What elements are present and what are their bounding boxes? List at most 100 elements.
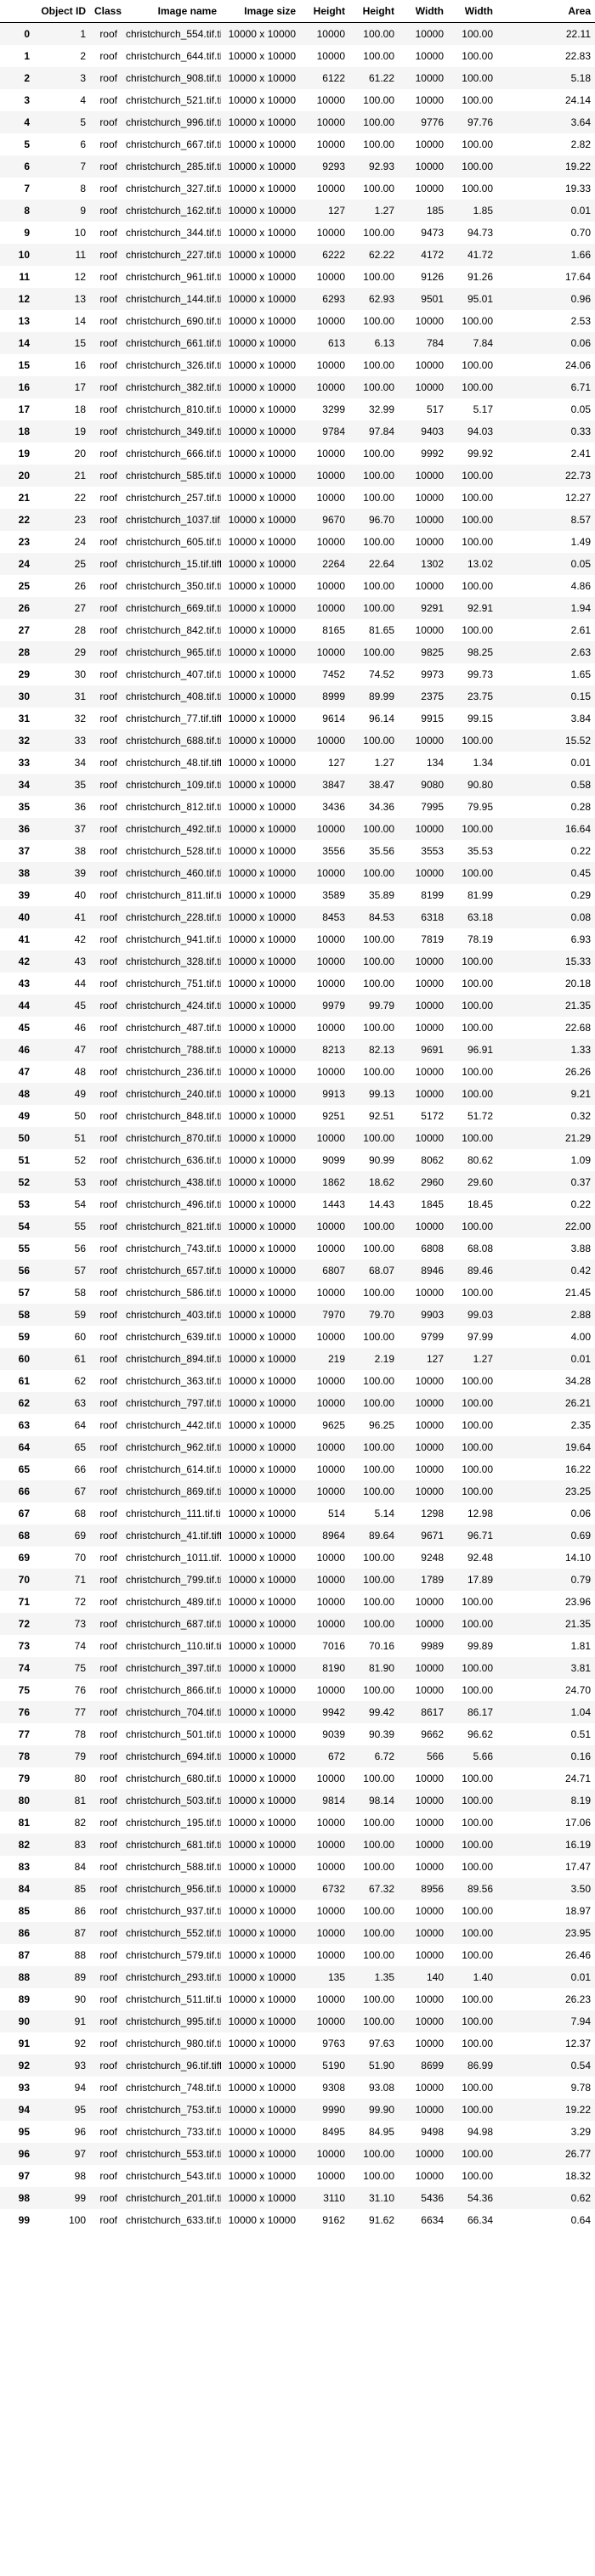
image-size-cell: 10000 x 10000 xyxy=(228,978,296,989)
image-name-cell: christchurch_633.tif.tiff xyxy=(126,2214,221,2226)
width-percent-cell: 100.00 xyxy=(462,1817,493,1829)
class-cell: roof xyxy=(99,94,117,106)
area-cell: 21.29 xyxy=(564,1132,591,1144)
image-name-cell: christchurch_694.tif.tiff xyxy=(126,1750,221,1762)
row-index: 26 xyxy=(18,602,30,614)
class-cell: roof xyxy=(99,2148,117,2160)
object-id-cell: 90 xyxy=(74,1993,86,2005)
image-size-cell: 10000 x 10000 xyxy=(228,1839,296,1851)
table-row: 99 100 roof christchurch_633.tif.tiff 10000 … xyxy=(0,2209,595,2231)
table-row: 22 23 roof christchurch_1037.tif.tiff 10000 … xyxy=(0,509,595,531)
table-row: 15 16 roof christchurch_326.tif.tiff 10000 x… xyxy=(0,354,595,376)
height-cell: 9784 xyxy=(322,426,345,437)
area-cell: 2.82 xyxy=(570,138,591,150)
width-percent-cell: 100.00 xyxy=(462,28,493,40)
width-cell: 5436 xyxy=(421,2192,444,2204)
image-size-cell: 10000 x 10000 xyxy=(228,933,296,945)
area-cell: 2.35 xyxy=(570,1419,591,1431)
width-percent-cell: 100.00 xyxy=(462,1596,493,1608)
image-name-header: Image name xyxy=(122,0,221,23)
width-percent-cell: 100.00 xyxy=(462,1773,493,1784)
width-cell: 10000 xyxy=(415,138,444,150)
width-percent-cell: 18.45 xyxy=(467,1198,493,1210)
height-percent-cell: 100.00 xyxy=(363,1220,394,1232)
table-row: 57 58 roof christchurch_586.tif.tiff 10000 x… xyxy=(0,1282,595,1304)
height-percent-cell: 99.90 xyxy=(368,2104,394,2116)
height-percent-cell: 51.90 xyxy=(368,2060,394,2072)
area-cell: 1.94 xyxy=(570,602,591,614)
width-percent-cell: 54.36 xyxy=(467,2192,493,2204)
table-body: 0 1 roof christchurch_554.tif.tiff 10000 x 1… xyxy=(0,22,595,2231)
area-cell: 22.00 xyxy=(564,1220,591,1232)
image-name-cell: christchurch_511.tif.tiff xyxy=(126,1993,221,2005)
image-name-cell: christchurch_751.tif.tiff xyxy=(126,978,221,989)
image-size-cell: 10000 x 10000 xyxy=(228,955,296,967)
height-cell: 135 xyxy=(327,1971,345,1983)
object-id-cell: 34 xyxy=(74,757,86,769)
image-size-cell: 10000 x 10000 xyxy=(228,1905,296,1917)
object-id-cell: 46 xyxy=(74,1022,86,1034)
height-percent-cell: 62.22 xyxy=(368,249,394,261)
width-cell: 10000 xyxy=(415,955,444,967)
area-cell: 17.06 xyxy=(564,1817,591,1829)
class-cell: roof xyxy=(99,1618,117,1630)
image-size-cell: 10000 x 10000 xyxy=(228,1375,296,1387)
row-index: 47 xyxy=(18,1066,30,1078)
width-cell: 8062 xyxy=(421,1154,444,1166)
height-cell: 6293 xyxy=(322,293,345,305)
width-percent-cell: 100.00 xyxy=(462,978,493,989)
class-cell: roof xyxy=(99,1022,117,1034)
height-cell: 10000 xyxy=(316,1949,345,1961)
area-cell: 0.22 xyxy=(570,1198,591,1210)
object-id-cell: 19 xyxy=(74,426,86,437)
width-percent-cell: 17.89 xyxy=(467,1574,493,1586)
height-cell: 10000 xyxy=(316,646,345,658)
image-size-cell: 10000 x 10000 xyxy=(228,1993,296,2005)
object-id-cell: 81 xyxy=(74,1795,86,1807)
height-percent-cell: 100.00 xyxy=(363,1066,394,1078)
class-cell: roof xyxy=(99,1353,117,1365)
image-name-cell: christchurch_680.tif.tiff xyxy=(126,1773,221,1784)
area-cell: 23.25 xyxy=(564,1485,591,1497)
table-row: 73 74 roof christchurch_110.tif.tiff 10000 x… xyxy=(0,1635,595,1657)
image-name-cell: christchurch_614.tif.tiff xyxy=(126,1463,221,1475)
row-index: 74 xyxy=(18,1662,30,1674)
image-name-cell: christchurch_980.tif.tiff xyxy=(126,2038,221,2049)
row-index: 39 xyxy=(18,889,30,901)
class-cell: roof xyxy=(99,448,117,459)
table-row: 96 97 roof christchurch_553.tif.tiff 10000 x… xyxy=(0,2143,595,2165)
width-percent-cell: 100.00 xyxy=(462,2170,493,2182)
width-cell: 9662 xyxy=(421,1728,444,1740)
width-percent-cell: 41.72 xyxy=(467,249,493,261)
image-size-cell: 10000 x 10000 xyxy=(228,2148,296,2160)
area-cell: 0.01 xyxy=(570,205,591,217)
width-cell: 10000 xyxy=(415,1618,444,1630)
image-name-cell: christchurch_667.tif.tiff xyxy=(126,138,221,150)
row-index: 93 xyxy=(18,2082,30,2094)
class-cell: roof xyxy=(99,1993,117,2005)
class-cell: roof xyxy=(99,955,117,967)
width-cell: 9403 xyxy=(421,426,444,437)
row-index: 43 xyxy=(18,978,30,989)
row-index: 50 xyxy=(18,1132,30,1144)
width-cell: 9989 xyxy=(421,1640,444,1652)
height-percent-cell: 100.00 xyxy=(363,646,394,658)
height-percent-cell: 100.00 xyxy=(363,1861,394,1873)
object-id-cell: 15 xyxy=(74,337,86,349)
image-size-cell: 10000 x 10000 xyxy=(228,1750,296,1762)
image-name-cell: christchurch_821.tif.tiff xyxy=(126,1220,221,1232)
image-size-cell: 10000 x 10000 xyxy=(228,1463,296,1475)
height-percent-cell: 100.00 xyxy=(363,1773,394,1784)
image-size-cell: 10000 x 10000 xyxy=(228,227,296,239)
object-id-cell: 95 xyxy=(74,2104,86,2116)
object-id-cell: 17 xyxy=(74,381,86,393)
image-name-cell: christchurch_350.tif.tiff xyxy=(126,580,221,592)
object-id-cell: 31 xyxy=(74,691,86,702)
class-cell: roof xyxy=(99,1883,117,1895)
image-name-cell: christchurch_870.tif.tiff xyxy=(126,1132,221,1144)
width-cell: 10000 xyxy=(415,183,444,194)
height-cell: 10000 xyxy=(316,1463,345,1475)
width-percent-cell: 96.91 xyxy=(467,1044,493,1056)
area-cell: 22.68 xyxy=(564,1022,591,1034)
height-cell: 10000 xyxy=(316,978,345,989)
